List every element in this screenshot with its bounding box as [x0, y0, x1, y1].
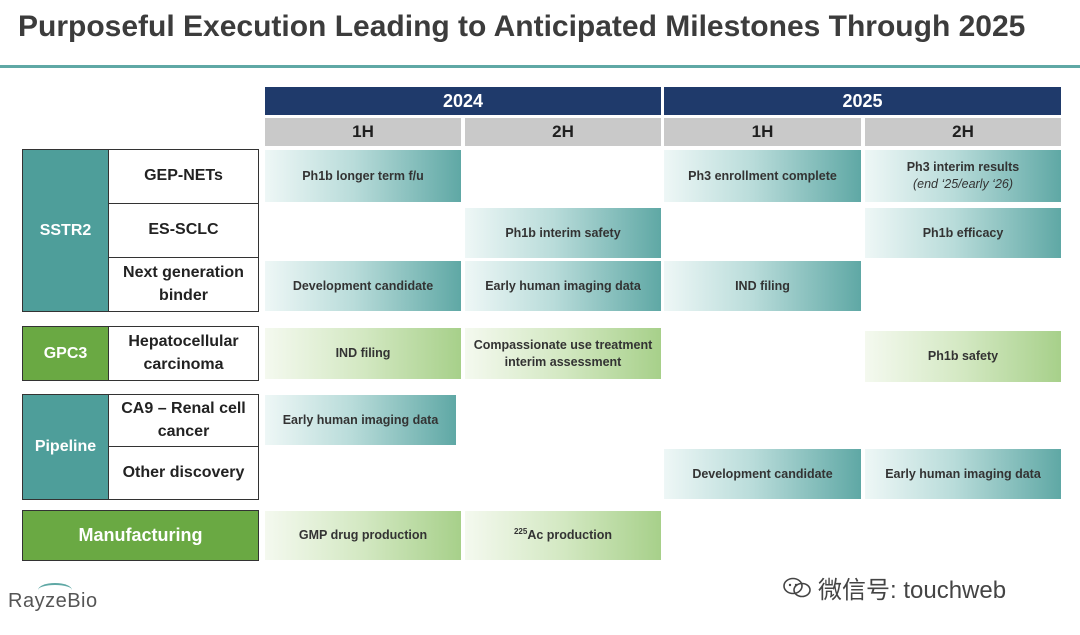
- row-label-text: ES-SCLC: [148, 221, 219, 239]
- milestone-ca9-1h-2024: Early human imaging data: [265, 395, 456, 445]
- milestone-next-gen-2h-2024: Early human imaging data: [465, 261, 661, 311]
- half-header-1h-2025: 1H: [664, 118, 861, 146]
- milestone-next-gen-1h-2024: Development candidate: [265, 261, 461, 311]
- milestone-text: GMP drug production: [298, 528, 428, 543]
- milestone-text-main: Ac production: [527, 528, 613, 543]
- milestone-text: Compassionate use treatment: [473, 337, 653, 352]
- milestone-mfg-1h-2024: GMP drug production: [265, 511, 461, 560]
- milestone-gep-nets-1h-2024: Ph1b longer term f/u: [265, 150, 461, 202]
- milestone-other-1h-2025: Development candidate: [664, 449, 861, 499]
- title-divider: [0, 65, 1080, 68]
- milestone-text: Early human imaging data: [885, 466, 1041, 481]
- milestone-hcc-2h-2025: Ph1b safety: [865, 331, 1061, 382]
- milestone-text: 225Ac production: [514, 527, 612, 544]
- row-label-text: Next generation: [123, 264, 244, 282]
- row-label-gep-nets: GEP-NETs: [108, 149, 259, 204]
- milestone-es-sclc-2h-2024: Ph1b interim safety: [465, 208, 661, 258]
- logo-arc-icon: [38, 583, 72, 597]
- milestone-text: Early human imaging data: [282, 412, 439, 427]
- milestone-gep-nets-1h-2025: Ph3 enrollment complete: [664, 150, 861, 202]
- page-title: Purposeful Execution Leading to Anticipa…: [18, 10, 1026, 43]
- half-header-2h-2024: 2H: [465, 118, 661, 146]
- row-label-text: carcinoma: [143, 355, 224, 373]
- milestone-text: Development candidate: [692, 466, 833, 481]
- milestone-subtext: (end ‘25/early ‘26): [912, 177, 1014, 191]
- milestone-text: Ph1b efficacy: [922, 225, 1004, 240]
- group-pipeline: Pipeline: [22, 394, 109, 500]
- row-label-text: Other discovery: [122, 463, 245, 481]
- isotope-superscript: 225: [513, 526, 528, 536]
- half-header-2h-2025: 2H: [865, 118, 1061, 146]
- row-label-other-discovery: Other discovery: [108, 446, 259, 500]
- watermark-text: 微信号: touchweb: [818, 577, 1007, 604]
- milestone-hcc-1h-2024: IND filing: [265, 328, 461, 379]
- milestone-text: Development candidate: [292, 278, 434, 293]
- group-sstr2: SSTR2: [22, 149, 109, 312]
- row-label-text: GEP-NETs: [144, 167, 223, 185]
- milestone-next-gen-1h-2025: IND filing: [664, 261, 861, 311]
- row-label-text: cancer: [157, 422, 210, 440]
- year-header-2024: 2024: [265, 87, 661, 115]
- milestone-text: Ph3 enrollment complete: [688, 168, 837, 183]
- milestone-text: Early human imaging data: [485, 278, 641, 293]
- milestone-text: Ph1b safety: [927, 349, 999, 364]
- milestone-es-sclc-2h-2025: Ph1b efficacy: [865, 208, 1061, 258]
- row-label-es-sclc: ES-SCLC: [108, 203, 259, 258]
- half-header-1h-2024: 1H: [265, 118, 461, 146]
- milestone-text: Ph1b interim safety: [505, 225, 621, 240]
- row-label-text: CA9 – Renal cell: [121, 400, 246, 418]
- milestone-other-2h-2025: Early human imaging data: [865, 449, 1061, 499]
- milestone-text: IND filing: [335, 346, 391, 361]
- milestone-text: Ph1b longer term f/u: [302, 168, 424, 183]
- year-header-2025: 2025: [664, 87, 1061, 115]
- milestone-text: Ph3 interim results: [906, 160, 1020, 175]
- milestone-gep-nets-2h-2025: Ph3 interim results (end ‘25/early ‘26): [865, 150, 1061, 202]
- row-label-ca9-renal-cell-cancer: CA9 – Renal cell cancer: [108, 394, 259, 447]
- group-manufacturing: Manufacturing: [22, 510, 259, 561]
- row-label-next-gen-binder: Next generation binder: [108, 257, 259, 312]
- milestone-hcc-2h-2024: Compassionate use treatment interim asse…: [465, 328, 661, 379]
- row-label-text: Hepatocellular: [128, 333, 239, 351]
- milestone-text: IND filing: [735, 278, 790, 293]
- wechat-icon: [783, 577, 811, 597]
- watermark: 微信号: touchweb: [782, 570, 1006, 605]
- group-gpc3: GPC3: [22, 326, 109, 381]
- milestone-mfg-2h-2024: 225Ac production: [465, 511, 661, 560]
- milestone-text: interim assessment: [504, 354, 622, 369]
- company-logo: RayzeBio: [8, 590, 98, 612]
- row-label-text: binder: [159, 286, 208, 304]
- row-label-hepatocellular-carcinoma: Hepatocellular carcinoma: [108, 326, 259, 381]
